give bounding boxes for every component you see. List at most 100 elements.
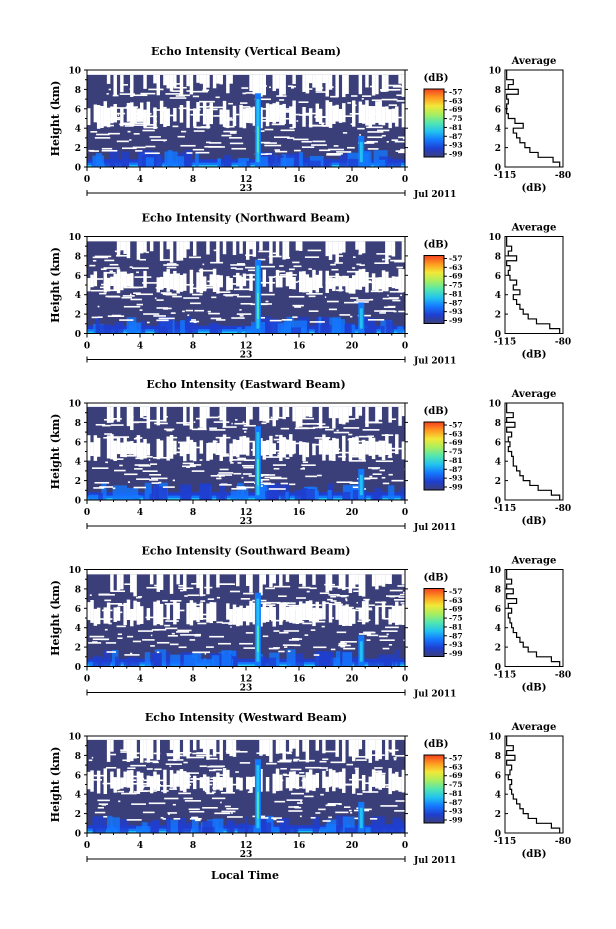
no-echo-speckle bbox=[105, 642, 117, 644]
echo-patch bbox=[327, 490, 332, 500]
no-echo-speckle bbox=[211, 797, 226, 800]
average-x-tick-label: -80 bbox=[555, 171, 571, 181]
no-echo-speckle bbox=[103, 815, 108, 818]
no-echo-speckle bbox=[128, 454, 133, 457]
no-echo-speckle bbox=[364, 121, 372, 123]
no-echo-speckle bbox=[393, 758, 397, 761]
no-echo-band bbox=[249, 273, 253, 291]
no-echo-speckle bbox=[150, 645, 155, 647]
average-x-tick-label: -80 bbox=[555, 338, 571, 348]
no-echo-speckle bbox=[382, 258, 385, 261]
no-echo-upper bbox=[206, 574, 210, 595]
no-echo-speckle bbox=[130, 652, 133, 655]
no-echo-band bbox=[116, 437, 121, 455]
no-echo-speckle bbox=[366, 634, 379, 637]
no-echo-speckle bbox=[254, 153, 269, 155]
no-echo-speckle bbox=[235, 771, 239, 773]
panel-title: Echo Intensity (Northward Beam) bbox=[142, 212, 351, 225]
y-tick-label: 2 bbox=[75, 311, 81, 321]
colorbar-tick-label: -87 bbox=[449, 298, 463, 307]
no-echo-speckle bbox=[154, 584, 161, 587]
no-echo-speckle bbox=[366, 421, 383, 424]
no-echo-band bbox=[361, 601, 366, 625]
no-echo-upper bbox=[358, 241, 363, 255]
no-echo-speckle bbox=[162, 818, 166, 820]
no-echo-band bbox=[87, 435, 91, 461]
no-echo-speckle bbox=[275, 449, 280, 452]
no-echo-speckle bbox=[138, 465, 151, 467]
no-echo-speckle bbox=[171, 436, 178, 439]
no-echo-band bbox=[212, 602, 217, 622]
no-echo-upper bbox=[401, 241, 405, 262]
echo-patch bbox=[301, 327, 305, 334]
no-echo-band bbox=[193, 442, 197, 462]
no-echo-speckle bbox=[207, 598, 215, 600]
echo-patch bbox=[269, 826, 280, 833]
no-echo-upper bbox=[143, 739, 147, 759]
no-echo-upper bbox=[368, 739, 373, 763]
echo-patch bbox=[101, 483, 107, 500]
echo-patch bbox=[211, 655, 220, 667]
echo-patch bbox=[371, 816, 385, 833]
no-echo-upper bbox=[259, 574, 263, 596]
no-echo-speckle bbox=[326, 153, 341, 155]
y-tick-label: 6 bbox=[75, 605, 81, 615]
echo-patch bbox=[246, 161, 251, 167]
no-echo-upper bbox=[212, 74, 217, 89]
no-echo-band bbox=[116, 269, 121, 294]
no-echo-speckle bbox=[358, 633, 371, 635]
no-echo-upper bbox=[282, 241, 286, 260]
no-echo-speckle bbox=[191, 816, 199, 819]
no-echo-speckle bbox=[130, 775, 140, 778]
no-echo-band bbox=[342, 275, 346, 287]
no-echo-speckle bbox=[92, 641, 98, 643]
no-echo-speckle bbox=[381, 630, 398, 632]
colorbar-tick-label: -63 bbox=[449, 96, 463, 105]
no-echo-speckle bbox=[399, 621, 405, 623]
no-echo-upper bbox=[385, 74, 389, 92]
no-echo-speckle bbox=[143, 790, 157, 792]
no-echo-upper bbox=[120, 74, 124, 93]
no-echo-speckle bbox=[293, 442, 307, 445]
no-echo-speckle bbox=[290, 113, 300, 116]
no-echo-speckle bbox=[110, 112, 126, 115]
no-echo-band bbox=[348, 278, 353, 294]
no-echo-speckle bbox=[235, 419, 238, 421]
no-echo-speckle bbox=[383, 306, 396, 309]
no-echo-speckle bbox=[244, 431, 247, 433]
no-echo-speckle bbox=[117, 114, 120, 116]
no-echo-band bbox=[285, 272, 290, 287]
no-echo-speckle bbox=[216, 583, 233, 585]
y-axis-label: Height (km) bbox=[49, 414, 62, 490]
average-profile-line bbox=[506, 236, 561, 334]
colorbar-tick-label: -87 bbox=[449, 465, 463, 474]
no-echo-upper bbox=[315, 74, 320, 92]
no-echo-speckle bbox=[188, 772, 199, 774]
no-echo-speckle bbox=[293, 758, 300, 761]
no-echo-upper bbox=[106, 74, 111, 84]
no-echo-speckle bbox=[217, 774, 228, 776]
average-x-label: (dB) bbox=[522, 183, 547, 194]
no-echo-band bbox=[302, 603, 306, 621]
no-echo-band bbox=[236, 272, 240, 287]
no-echo-speckle bbox=[205, 416, 219, 419]
no-echo-speckle bbox=[337, 587, 351, 589]
no-echo-speckle bbox=[209, 635, 225, 638]
no-echo-speckle bbox=[308, 295, 316, 298]
no-echo-speckle bbox=[361, 98, 364, 100]
echo-patch bbox=[384, 824, 392, 833]
no-echo-speckle bbox=[304, 88, 313, 90]
no-echo-speckle bbox=[366, 126, 383, 129]
no-echo-speckle bbox=[319, 122, 325, 125]
no-echo-speckle bbox=[211, 296, 217, 299]
x-tick-label: 16 bbox=[293, 841, 306, 851]
no-echo-upper bbox=[166, 241, 170, 250]
colorbar-tick-label: -99 bbox=[449, 316, 463, 325]
no-echo-speckle bbox=[363, 598, 370, 601]
no-echo-speckle bbox=[138, 114, 145, 116]
no-echo-speckle bbox=[312, 443, 322, 446]
no-echo-speckle bbox=[380, 805, 398, 807]
no-echo-speckle bbox=[229, 459, 247, 461]
no-echo-band bbox=[202, 102, 207, 125]
no-echo-speckle bbox=[222, 454, 230, 457]
